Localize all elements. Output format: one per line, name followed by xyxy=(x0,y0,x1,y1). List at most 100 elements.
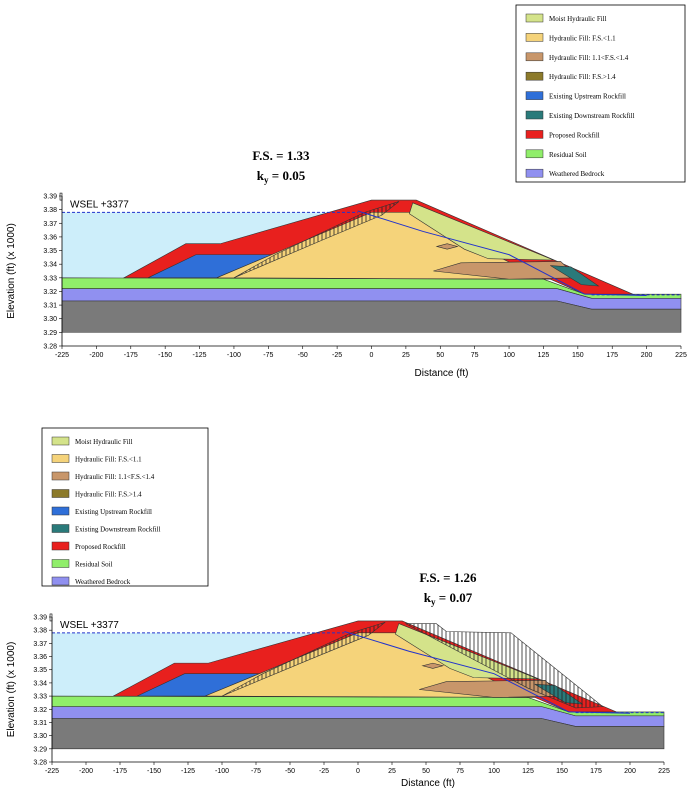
y-tick-label: 3.29 xyxy=(43,330,57,337)
legend-swatch xyxy=(52,560,69,568)
x-tick-label: -150 xyxy=(147,768,161,775)
x-tick-label: -75 xyxy=(263,352,273,359)
x-tick-label: -100 xyxy=(227,352,241,359)
x-tick-label: -225 xyxy=(45,768,59,775)
legend-swatch xyxy=(52,472,69,480)
factor-of-safety: F.S. = 1.33 xyxy=(252,148,310,163)
legend-swatch xyxy=(526,14,543,22)
y-tick-label: 3.36 xyxy=(43,234,57,241)
figure: WSEL +3377 3.39 3.38 3.37 3.36 3.35 3.34 3.33 3.… xyxy=(0,0,693,797)
x-tick-label: 75 xyxy=(471,352,479,359)
x-tick-label: 25 xyxy=(388,768,396,775)
x-tick-label: -175 xyxy=(124,352,138,359)
x-tick-label: -125 xyxy=(181,768,195,775)
y-tick-label: 3.30 xyxy=(33,733,47,740)
x-tick-label: 175 xyxy=(606,352,618,359)
yield-coefficient: ky = 0.07 xyxy=(424,590,473,607)
legend-label: Hydraulic Fill: F.S.<1.1 xyxy=(75,456,142,464)
legend-label: Hydraulic Fill: 1.1<F.S.<1.4 xyxy=(75,473,155,481)
y-tick-label: 3.39 xyxy=(33,615,47,622)
legend-label: Hydraulic Fill: F.S.<1.1 xyxy=(549,34,616,42)
legend-swatch xyxy=(526,33,543,41)
legend-swatch xyxy=(52,507,69,515)
y-tick-label: 3.34 xyxy=(43,262,57,269)
x-tick-label: -25 xyxy=(332,352,342,359)
x-tick-label: 100 xyxy=(488,768,500,775)
x-tick-label: 150 xyxy=(556,768,568,775)
y-tick-label: 3.30 xyxy=(43,316,57,323)
wsel-label: WSEL +3377 xyxy=(70,199,129,210)
y-axis-title: Elevation (ft) (x 1000) xyxy=(6,223,17,319)
ky-value: = 0.07 xyxy=(436,590,473,605)
legend-label: Residual Soil xyxy=(549,151,587,159)
ky-value: = 0.05 xyxy=(269,168,306,183)
x-tick-label: 150 xyxy=(572,352,584,359)
x-tick-label: -175 xyxy=(113,768,127,775)
y-tick-label: 3.33 xyxy=(43,275,57,282)
y-tick-label: 3.31 xyxy=(43,303,57,310)
x-tick-label: -225 xyxy=(55,352,69,359)
legend-swatch xyxy=(526,111,543,119)
x-tick-label: 75 xyxy=(456,768,464,775)
legend-label: Existing Downstream Rockfill xyxy=(549,112,635,120)
legend-label: Weathered Bedrock xyxy=(75,578,131,586)
legend-label: Proposed Rockfill xyxy=(75,543,126,551)
x-axis-title: Distance (ft) xyxy=(415,368,469,379)
y-tick-label: 3.28 xyxy=(43,344,57,351)
legend-swatch xyxy=(52,577,69,585)
y-tick-label: 3.36 xyxy=(33,654,47,661)
x-tick-label: 50 xyxy=(422,768,430,775)
x-tick-label: 125 xyxy=(538,352,550,359)
x-tick-label: 125 xyxy=(522,768,534,775)
x-tick-label: -75 xyxy=(251,768,261,775)
y-tick-label: 3.38 xyxy=(33,628,47,635)
x-tick-label: 200 xyxy=(641,352,653,359)
x-tick-label: -150 xyxy=(158,352,172,359)
legend-swatch xyxy=(52,455,69,463)
legend-swatch xyxy=(526,92,543,100)
y-tick-label: 3.29 xyxy=(33,746,47,753)
legend-swatch xyxy=(526,53,543,61)
x-tick-label: 0 xyxy=(356,768,360,775)
y-tick-label: 3.33 xyxy=(33,694,47,701)
y-tick-label: 3.35 xyxy=(33,667,47,674)
y-tick-label: 3.34 xyxy=(33,680,47,687)
legend-label: Moist Hydraulic Fill xyxy=(75,438,133,446)
legend-label: Hydraulic Fill: 1.1<F.S.<1.4 xyxy=(549,54,629,62)
legend-swatch xyxy=(52,490,69,498)
x-tick-label: -200 xyxy=(89,352,103,359)
x-tick-label: 225 xyxy=(658,768,670,775)
y-tick-label: 3.38 xyxy=(43,207,57,214)
y-tick-label: 3.37 xyxy=(33,641,47,648)
y-tick-label: 3.31 xyxy=(33,720,47,727)
legend-label: Residual Soil xyxy=(75,561,113,569)
x-tick-label: 50 xyxy=(436,352,444,359)
x-tick-label: 200 xyxy=(624,768,636,775)
y-tick-label: 3.35 xyxy=(43,248,57,255)
legend-swatch xyxy=(526,169,543,177)
x-axis-title: Distance (ft) xyxy=(401,778,455,789)
legend-label: Existing Upstream Rockfill xyxy=(75,508,152,516)
x-tick-label: 100 xyxy=(503,352,515,359)
yield-coefficient: ky = 0.05 xyxy=(257,168,306,185)
wsel-label: WSEL +3377 xyxy=(60,620,119,631)
x-tick-label: -50 xyxy=(285,768,295,775)
y-tick-label: 3.32 xyxy=(33,707,47,714)
x-tick-label: 175 xyxy=(590,768,602,775)
legend-swatch xyxy=(526,72,543,80)
y-tick-label: 3.32 xyxy=(43,289,57,296)
x-tick-label: -200 xyxy=(79,768,93,775)
legend-label: Weathered Bedrock xyxy=(549,170,605,178)
x-tick-label: -125 xyxy=(193,352,207,359)
x-tick-label: -25 xyxy=(319,768,329,775)
legend-swatch xyxy=(52,525,69,533)
y-tick-label: 3.39 xyxy=(43,194,57,201)
y-tick-label: 3.37 xyxy=(43,221,57,228)
x-tick-label: 225 xyxy=(675,352,687,359)
legend-swatch xyxy=(52,542,69,550)
legend-swatch xyxy=(526,150,543,158)
y-axis-title: Elevation (ft) (x 1000) xyxy=(6,642,17,738)
x-tick-label: 25 xyxy=(402,352,410,359)
legend-label: Hydraulic Fill: F.S.>1.4 xyxy=(75,491,142,499)
legend-label: Existing Upstream Rockfill xyxy=(549,93,626,101)
